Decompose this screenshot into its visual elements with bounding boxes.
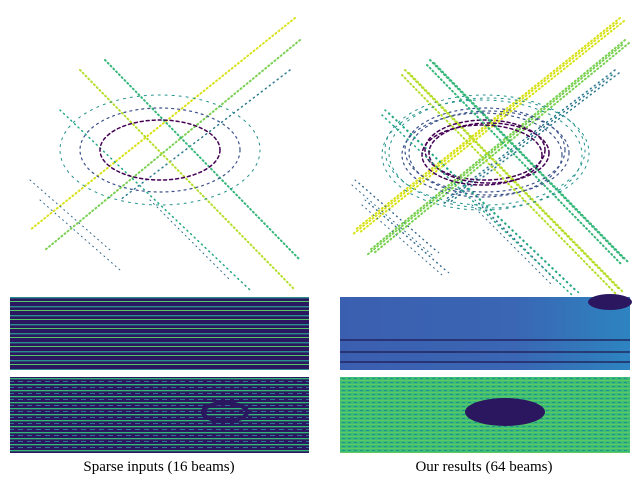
caption: Sparse inputs (16 beams) bbox=[9, 459, 309, 476]
figure-images bbox=[0, 0, 636, 456]
sparse-range-image bbox=[10, 377, 309, 453]
dense-range-detail bbox=[588, 294, 632, 310]
dense-range-detail bbox=[465, 398, 545, 426]
dense-point-cloud bbox=[352, 18, 629, 295]
sparse-range-image bbox=[10, 297, 309, 370]
figure: Sparse inputs (16 beams) Our results (64… bbox=[0, 0, 636, 484]
dense-range-image bbox=[340, 297, 630, 370]
sparse-point-cloud bbox=[30, 18, 300, 290]
caption: Our results (64 beams) bbox=[334, 459, 634, 476]
